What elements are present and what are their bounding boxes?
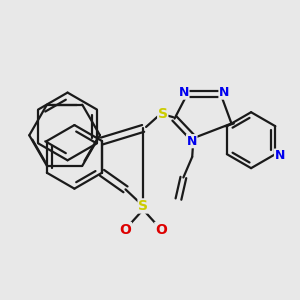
Text: S: S (158, 107, 168, 121)
Text: N: N (187, 135, 197, 148)
Text: N: N (178, 86, 189, 99)
Text: S: S (138, 199, 148, 213)
Text: N: N (274, 149, 285, 162)
Text: N: N (219, 86, 230, 99)
Text: O: O (119, 223, 131, 236)
Text: O: O (155, 223, 167, 236)
